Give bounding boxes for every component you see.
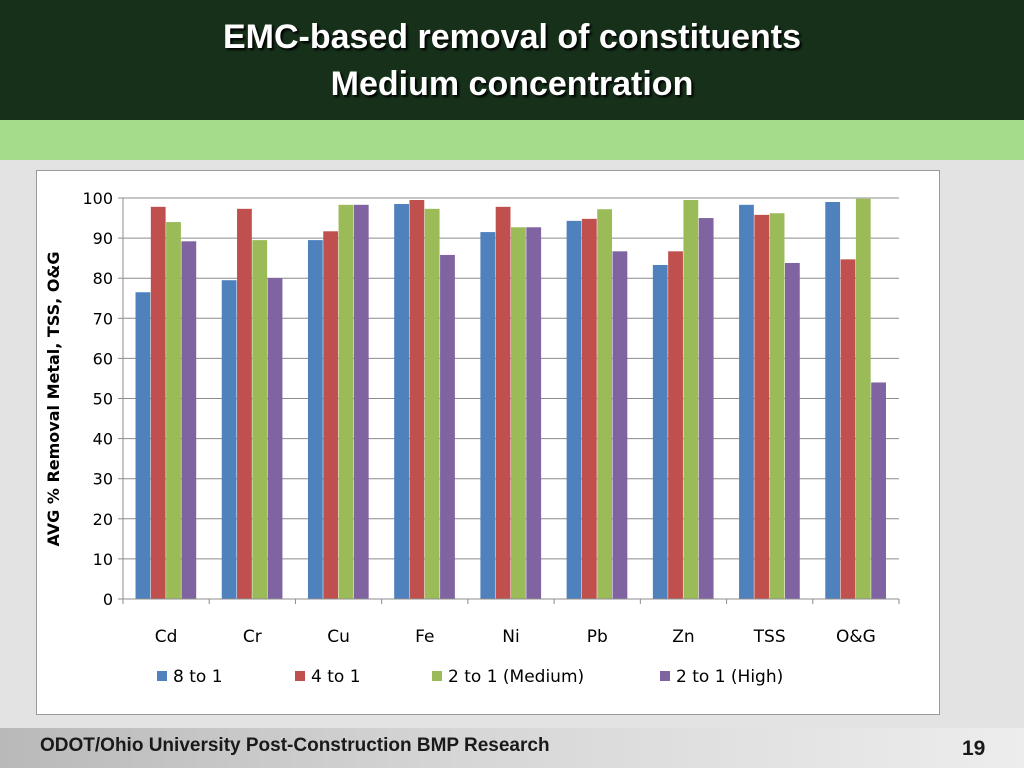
bar-Fe-3 [424, 208, 440, 599]
bar-Ni-3 [511, 227, 526, 599]
y-tick-label: 90 [93, 229, 113, 248]
legend-label-1: 8 to 1 [173, 667, 223, 687]
bar-Fe-2 [409, 200, 425, 599]
y-tick-label: 30 [93, 470, 113, 489]
y-axis-label: AVG % Removal Metal, TSS, O&G [44, 251, 63, 546]
y-tick-label: 40 [93, 430, 113, 449]
footer-bar [0, 728, 1024, 768]
legend-swatch-2 [295, 671, 305, 681]
bar-O&G-3 [855, 198, 871, 599]
bar-Zn-4 [698, 218, 714, 600]
bar-Cr-4 [267, 278, 283, 599]
bar-Fe-4 [440, 254, 455, 599]
y-tick-label: 100 [82, 189, 113, 208]
bar-Ni-1 [480, 232, 496, 599]
bar-Zn-2 [668, 251, 683, 599]
x-tick-label: Pb [587, 627, 608, 647]
bar-TSS-1 [739, 204, 754, 599]
bar-Cu-1 [307, 240, 323, 599]
bar-Cd-3 [166, 222, 181, 599]
bar-Cu-4 [353, 204, 369, 599]
x-tick-label: Zn [672, 627, 694, 647]
bar-Cu-3 [338, 204, 354, 599]
bar-Pb-2 [581, 218, 597, 600]
bar-Cr-1 [221, 280, 237, 599]
bar-Cd-1 [135, 292, 151, 599]
bar-O&G-2 [840, 259, 856, 599]
bar-Ni-2 [495, 206, 511, 599]
slide-title: EMC-based removal of constituents [222, 18, 802, 56]
bars [135, 198, 886, 600]
y-tick-label: 10 [93, 550, 113, 569]
x-tick-label: Cu [327, 627, 350, 647]
x-tick-label: Cr [243, 627, 262, 647]
bar-TSS-3 [769, 213, 785, 599]
x-tick-label: O&G [836, 627, 876, 647]
x-tick-label: TSS [753, 627, 786, 647]
bar-Cr-2 [237, 208, 252, 599]
y-tick-label: 20 [93, 510, 113, 529]
page-number: 19 [962, 737, 986, 760]
bar-O&G-4 [871, 382, 886, 599]
bar-Pb-4 [612, 251, 628, 599]
bar-TSS-4 [784, 262, 800, 599]
title-bar [0, 0, 1024, 120]
legend-swatch-3 [432, 671, 442, 681]
bar-chart: 0 10 20 30 40 50 60 70 80 90 100 Cd Cr Cu Fe Ni Pb Zn TSS O… [44, 189, 900, 687]
chart-area: 0 10 20 30 40 50 60 70 80 90 100 Cd Cr Cu Fe Ni Pb Zn TSS O… [36, 170, 940, 715]
axes: 0 10 20 30 40 50 60 70 80 90 100 Cd Cr Cu Fe Ni Pb Zn TSS O… [82, 189, 900, 647]
legend-swatch-4 [660, 671, 670, 681]
y-tick-label: 0 [103, 590, 113, 609]
bar-Cd-4 [181, 241, 197, 600]
y-tick-label: 70 [93, 309, 113, 328]
slide-subtitle: Medium concentration [330, 65, 694, 103]
bar-Cr-3 [252, 240, 268, 599]
bar-Fe-1 [394, 204, 409, 599]
bar-Pb-3 [597, 209, 613, 599]
y-tick-label: 50 [93, 390, 113, 409]
x-tick-label: Cd [155, 627, 178, 647]
bar-Zn-3 [683, 200, 699, 599]
accent-band [0, 120, 1024, 160]
bar-Cd-2 [150, 206, 166, 599]
bar-Cu-2 [323, 231, 339, 599]
x-tick-label: Ni [502, 627, 519, 647]
bar-Ni-4 [526, 227, 542, 599]
bar-Zn-1 [652, 264, 668, 599]
legend-label-4: 2 to 1 (High) [676, 667, 783, 687]
bar-Pb-1 [566, 220, 582, 599]
bar-O&G-1 [825, 202, 841, 599]
bar-TSS-2 [754, 214, 770, 600]
legend-label-2: 4 to 1 [311, 667, 361, 687]
y-tick-label: 80 [93, 269, 113, 288]
y-tick-label: 60 [93, 349, 113, 368]
legend-label-3: 2 to 1 (Medium) [448, 667, 584, 687]
x-tick-label: Fe [415, 627, 434, 647]
legend: 8 to 1 4 to 1 2 to 1 (Medium) 2 to 1 (High) [157, 667, 783, 687]
footer-text: ODOT/Ohio University Post-Construction B… [40, 735, 550, 756]
legend-swatch-1 [157, 671, 167, 681]
